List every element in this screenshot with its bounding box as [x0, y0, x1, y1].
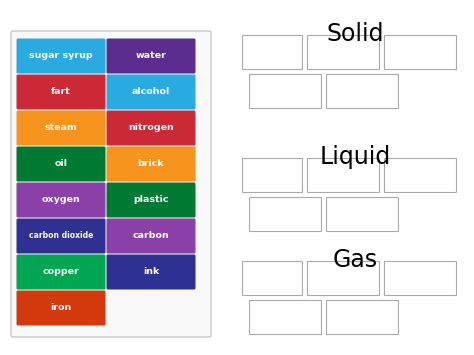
Text: oil: oil — [55, 159, 67, 169]
FancyBboxPatch shape — [17, 182, 106, 218]
Text: steam: steam — [45, 124, 77, 132]
FancyBboxPatch shape — [107, 147, 195, 181]
Bar — [249, 74, 321, 108]
Text: oxygen: oxygen — [42, 196, 81, 204]
FancyBboxPatch shape — [17, 147, 106, 181]
Text: carbon dioxide: carbon dioxide — [29, 231, 93, 240]
Text: plastic: plastic — [133, 196, 169, 204]
Bar — [242, 261, 302, 295]
Text: carbon: carbon — [133, 231, 169, 240]
FancyBboxPatch shape — [107, 38, 195, 73]
Bar — [307, 261, 379, 295]
Bar — [384, 158, 456, 192]
Bar — [326, 74, 398, 108]
Bar — [307, 158, 379, 192]
FancyBboxPatch shape — [107, 255, 195, 289]
Text: fart: fart — [51, 87, 71, 97]
FancyBboxPatch shape — [17, 110, 106, 146]
Bar — [326, 300, 398, 334]
FancyBboxPatch shape — [17, 38, 106, 73]
FancyBboxPatch shape — [17, 255, 106, 289]
FancyBboxPatch shape — [17, 290, 106, 326]
FancyBboxPatch shape — [107, 75, 195, 109]
Text: copper: copper — [43, 268, 79, 277]
Bar — [326, 197, 398, 231]
Bar — [384, 261, 456, 295]
Bar — [242, 35, 302, 69]
FancyBboxPatch shape — [107, 110, 195, 146]
Bar — [249, 300, 321, 334]
Text: water: water — [136, 51, 166, 60]
Bar — [307, 35, 379, 69]
Text: Solid: Solid — [326, 22, 384, 46]
FancyBboxPatch shape — [107, 182, 195, 218]
Bar — [242, 158, 302, 192]
Text: sugar syrup: sugar syrup — [29, 51, 93, 60]
Text: alcohol: alcohol — [132, 87, 170, 97]
Text: Liquid: Liquid — [319, 145, 391, 169]
Text: iron: iron — [50, 304, 72, 312]
FancyBboxPatch shape — [11, 31, 211, 337]
Bar — [249, 197, 321, 231]
FancyBboxPatch shape — [107, 218, 195, 253]
FancyBboxPatch shape — [17, 75, 106, 109]
Bar — [384, 35, 456, 69]
Text: nitrogen: nitrogen — [128, 124, 174, 132]
Text: Gas: Gas — [332, 248, 378, 272]
FancyBboxPatch shape — [17, 218, 106, 253]
Text: brick: brick — [137, 159, 164, 169]
Text: ink: ink — [143, 268, 159, 277]
